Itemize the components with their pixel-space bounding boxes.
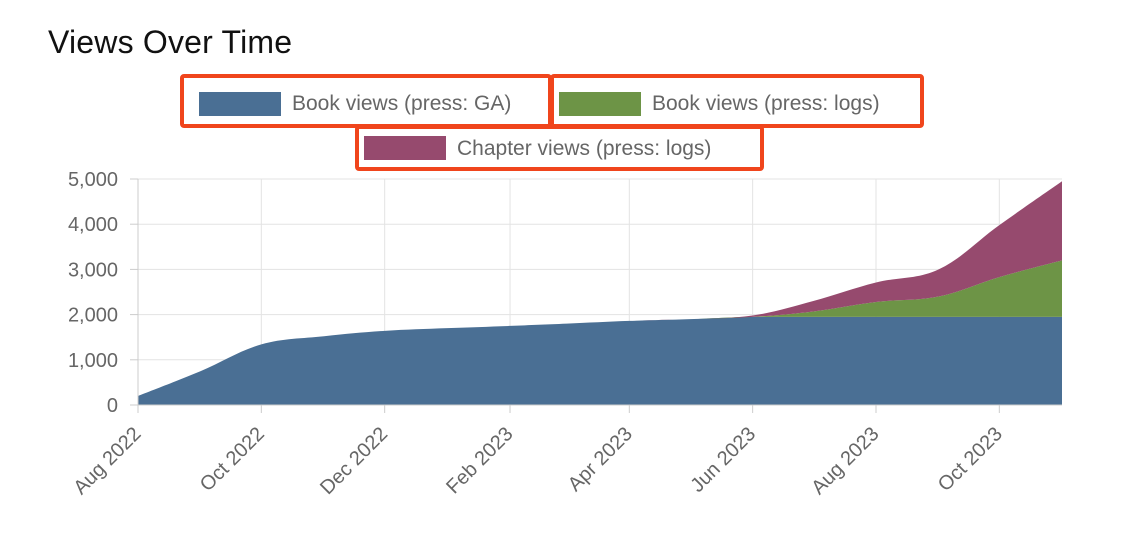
x-tick-label: Oct 2023 (934, 423, 1007, 496)
x-tick-label: Feb 2023 (442, 423, 517, 498)
legend-label: Book views (press: GA) (292, 92, 511, 115)
area-series-3 (138, 181, 1062, 396)
legend-item-2[interactable]: Book views (press: logs) (550, 74, 924, 128)
y-tick-label: 5,000 (68, 169, 118, 191)
x-tick-label: Oct 2022 (196, 423, 269, 496)
axes (130, 178, 1062, 413)
x-tick-label: Aug 2022 (69, 423, 145, 499)
chart-title: Views Over Time (48, 24, 293, 60)
x-tick-label: Jun 2023 (686, 423, 760, 497)
legend-swatch (199, 92, 281, 116)
y-tick-label: 4,000 (68, 214, 118, 236)
legend: Book views (press: GA) Book views (press:… (180, 74, 924, 171)
x-tick-labels: Aug 2022 Oct 2022 Dec 2022 Feb 2023 Apr 2023… (69, 423, 1006, 499)
y-tick-label: 3,000 (68, 259, 118, 281)
y-tick-labels: 0 1,000 2,000 3,000 4,000 5,000 (68, 169, 118, 417)
y-tick-label: 0 (107, 395, 118, 417)
x-tick-label: Dec 2022 (316, 423, 392, 499)
x-tick-label: Apr 2023 (564, 423, 637, 496)
legend-label: Chapter views (press: logs) (457, 137, 711, 160)
area-series-1 (138, 316, 1062, 405)
legend-highlight-box (355, 125, 764, 171)
legend-item-3[interactable]: Chapter views (press: logs) (355, 125, 764, 171)
legend-swatch (559, 92, 641, 116)
areas (138, 181, 1062, 405)
y-tick-label: 1,000 (68, 350, 118, 372)
y-tick-label: 2,000 (68, 305, 118, 327)
legend-label: Book views (press: logs) (652, 92, 880, 115)
legend-item-1[interactable]: Book views (press: GA) (180, 74, 552, 128)
legend-swatch (364, 136, 446, 160)
x-tick-label: Aug 2023 (807, 423, 883, 499)
